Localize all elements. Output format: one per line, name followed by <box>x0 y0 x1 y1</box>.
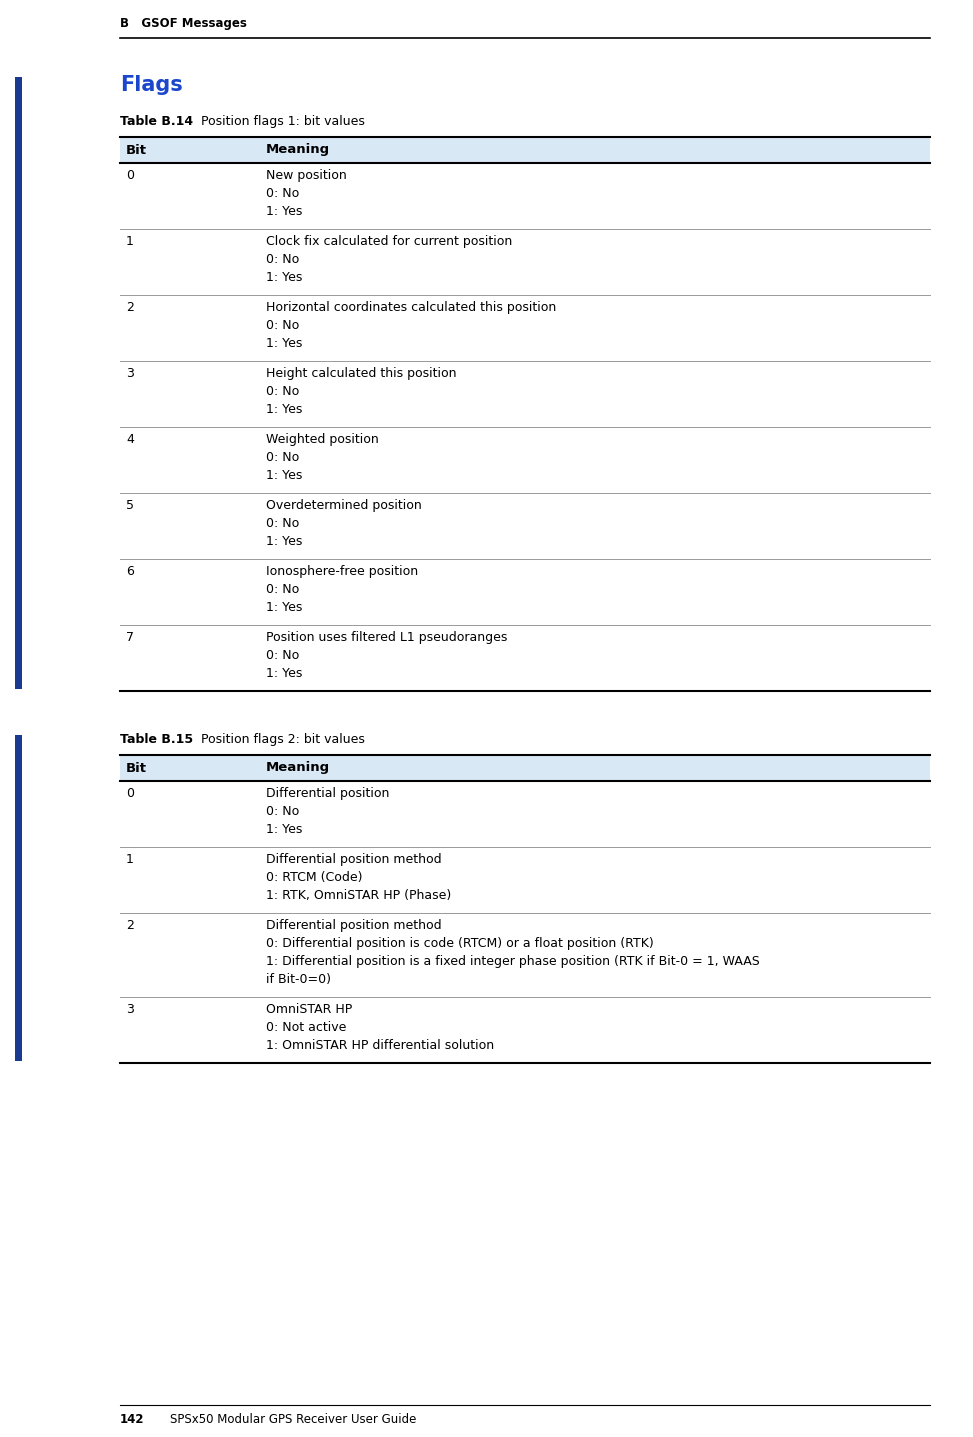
Text: 0: No: 0: No <box>266 583 300 596</box>
Text: B   GSOF Messages: B GSOF Messages <box>120 17 247 30</box>
Text: 1: Yes: 1: Yes <box>266 402 303 415</box>
Bar <box>15 78 22 688</box>
Text: Bit: Bit <box>126 762 147 775</box>
Text: Overdetermined position: Overdetermined position <box>266 499 421 512</box>
Text: Bit: Bit <box>126 144 147 157</box>
Text: 1: OmniSTAR HP differential solution: 1: OmniSTAR HP differential solution <box>266 1039 494 1052</box>
Text: 1: RTK, OmniSTAR HP (Phase): 1: RTK, OmniSTAR HP (Phase) <box>266 890 451 902</box>
Text: 0: No: 0: No <box>266 253 300 266</box>
Text: 1: Yes: 1: Yes <box>266 468 303 481</box>
Text: 0: No: 0: No <box>266 517 300 530</box>
Text: Position flags 2: bit values: Position flags 2: bit values <box>185 733 365 746</box>
Text: Height calculated this position: Height calculated this position <box>266 366 456 379</box>
Text: 5: 5 <box>126 499 134 512</box>
Text: 0: No: 0: No <box>266 650 300 662</box>
Text: 0: No: 0: No <box>266 451 300 464</box>
Text: 6: 6 <box>126 565 134 578</box>
Bar <box>15 734 22 1061</box>
Text: 0: 0 <box>126 787 134 800</box>
Text: 142: 142 <box>120 1413 145 1426</box>
Text: 1: Yes: 1: Yes <box>266 535 303 547</box>
Text: Table B.14: Table B.14 <box>120 115 193 128</box>
Bar <box>120 137 930 162</box>
Text: 7: 7 <box>126 631 134 644</box>
Text: Flags: Flags <box>120 75 183 95</box>
Text: Clock fix calculated for current position: Clock fix calculated for current positio… <box>266 236 512 249</box>
Text: Horizontal coordinates calculated this position: Horizontal coordinates calculated this p… <box>266 300 557 315</box>
Text: SPSx50 Modular GPS Receiver User Guide: SPSx50 Modular GPS Receiver User Guide <box>170 1413 416 1426</box>
Text: Differential position: Differential position <box>266 787 389 800</box>
Text: Table B.15: Table B.15 <box>120 733 193 746</box>
Text: Position uses filtered L1 pseudoranges: Position uses filtered L1 pseudoranges <box>266 631 507 644</box>
Text: Differential position method: Differential position method <box>266 854 442 867</box>
Text: 1: Yes: 1: Yes <box>266 205 303 218</box>
Text: 1: Yes: 1: Yes <box>266 667 303 680</box>
Text: 1: 1 <box>126 236 134 249</box>
Text: New position: New position <box>266 170 346 182</box>
Text: 3: 3 <box>126 366 134 379</box>
Text: 0: No: 0: No <box>266 187 300 200</box>
Text: OmniSTAR HP: OmniSTAR HP <box>266 1003 352 1016</box>
Text: 0: No: 0: No <box>266 319 300 332</box>
Text: 0: Differential position is code (RTCM) or a float position (RTK): 0: Differential position is code (RTCM) … <box>266 937 654 950</box>
Text: 0: Not active: 0: Not active <box>266 1022 346 1035</box>
Text: Meaning: Meaning <box>266 762 330 775</box>
Text: 1: Differential position is a fixed integer phase position (RTK if Bit-0 = 1, WA: 1: Differential position is a fixed inte… <box>266 956 760 969</box>
Text: 4: 4 <box>126 433 134 445</box>
Text: Ionosphere-free position: Ionosphere-free position <box>266 565 418 578</box>
Text: 0: No: 0: No <box>266 385 300 398</box>
Text: if Bit-0=0): if Bit-0=0) <box>266 973 331 986</box>
Text: 2: 2 <box>126 920 134 933</box>
Text: Weighted position: Weighted position <box>266 433 378 445</box>
Bar <box>120 754 930 780</box>
Text: Differential position method: Differential position method <box>266 920 442 933</box>
Text: 1: 1 <box>126 854 134 867</box>
Text: 1: Yes: 1: Yes <box>266 338 303 351</box>
Text: 0: 0 <box>126 170 134 182</box>
Text: Position flags 1: bit values: Position flags 1: bit values <box>185 115 365 128</box>
Text: 0: No: 0: No <box>266 805 300 818</box>
Text: 2: 2 <box>126 300 134 315</box>
Text: 1: Yes: 1: Yes <box>266 272 303 285</box>
Text: 1: Yes: 1: Yes <box>266 601 303 614</box>
Text: 0: RTCM (Code): 0: RTCM (Code) <box>266 871 363 884</box>
Text: 1: Yes: 1: Yes <box>266 823 303 836</box>
Text: Meaning: Meaning <box>266 144 330 157</box>
Text: 3: 3 <box>126 1003 134 1016</box>
